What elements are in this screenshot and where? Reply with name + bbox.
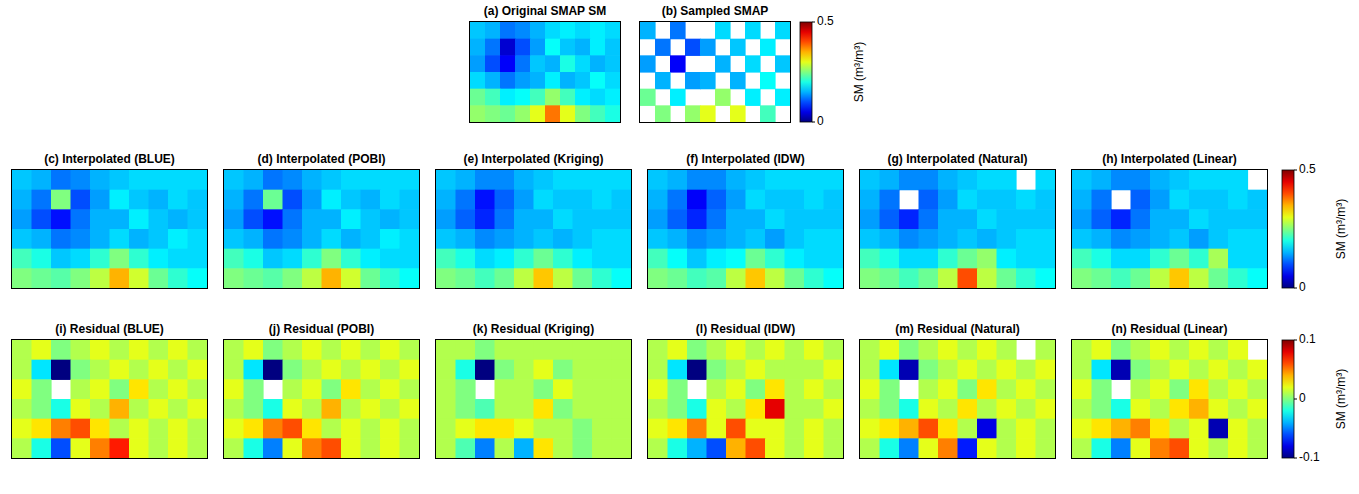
html-text:(b) Sampled SMAP: (b) Sampled SMAP: [661, 4, 769, 18]
html-text:(a) Original SMAP SM: (a) Original SMAP SM: [483, 4, 607, 18]
html-text:(n) Residual (Linear): (n) Residual (Linear): [1111, 322, 1228, 336]
svg-text:SM (m³/m³): SM (m³/m³): [1334, 199, 1348, 260]
html-text:(g) Interpolated (Natural): (g) Interpolated (Natural): [887, 152, 1028, 166]
svg-text:SM (m³/m³): SM (m³/m³): [1334, 369, 1348, 430]
svg-text:0.5: 0.5: [817, 14, 834, 28]
html-text:(k) Residual (Kriging): (k) Residual (Kriging): [472, 322, 595, 336]
html-text:(h) Interpolated (Linear): (h) Interpolated (Linear): [1102, 152, 1237, 166]
svg-text:0.1: 0.1: [1299, 332, 1316, 346]
html-text:(d) Interpolated (POBI): (d) Interpolated (POBI): [257, 152, 386, 166]
html-text:(j) Residual (POBI): (j) Residual (POBI): [268, 322, 375, 336]
html-text:(c) Interpolated (BLUE): (c) Interpolated (BLUE): [44, 152, 175, 166]
html-text:(i) Residual (BLUE): (i) Residual (BLUE): [55, 322, 164, 336]
svg-text:-0.1: -0.1: [1299, 450, 1320, 464]
svg-text:0: 0: [817, 114, 824, 128]
svg-text:0: 0: [1299, 280, 1306, 294]
svg-text:0.5: 0.5: [1299, 162, 1316, 176]
html-text:(f) Interpolated (IDW): (f) Interpolated (IDW): [686, 152, 805, 166]
svg-text:0: 0: [1299, 391, 1306, 405]
svg-text:SM (m³/m³): SM (m³/m³): [852, 42, 866, 103]
html-text:(l) Residual (IDW): (l) Residual (IDW): [695, 322, 796, 336]
html-text:(e) Interpolated (Kriging): (e) Interpolated (Kriging): [463, 152, 604, 166]
html-text:(m) Residual (Natural): (m) Residual (Natural): [895, 322, 1020, 336]
